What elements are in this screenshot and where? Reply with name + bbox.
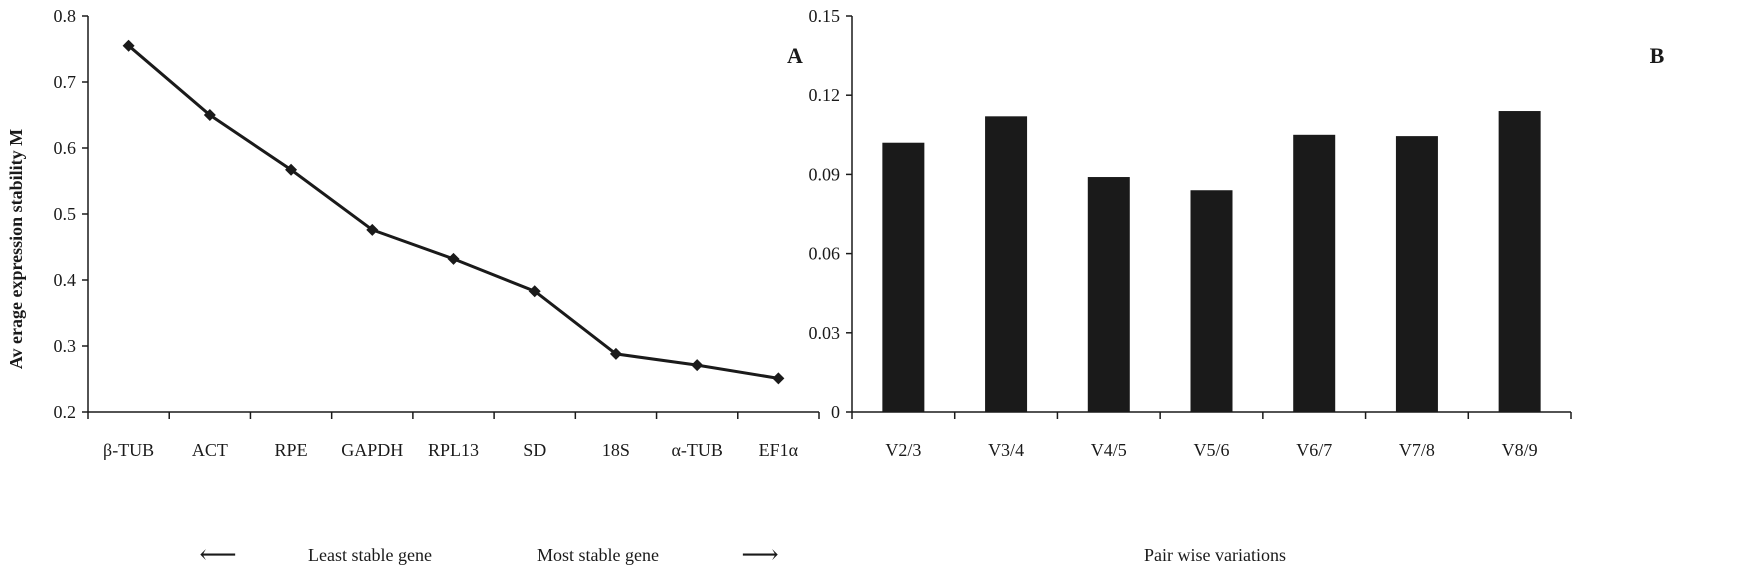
panel-a-label: A — [787, 43, 803, 68]
panel-a-x-tick-label: RPL13 — [428, 440, 479, 460]
panel-a-data-point — [366, 223, 379, 236]
panel-b-y-tick-label: 0.09 — [809, 164, 841, 184]
panel-a-data-point — [528, 285, 541, 298]
panel-b-bar — [1395, 136, 1438, 412]
panel-a-x-tick-label: EF1α — [759, 440, 799, 460]
panel-b-y-tick-label: 0 — [831, 402, 840, 422]
panel-a-y-tick-label: 0.7 — [54, 72, 77, 92]
panel-a-x-tick-label: 18S — [602, 440, 630, 460]
panel-a-y-tick-label: 0.2 — [54, 402, 77, 422]
panel-a-x-tick-label: β-TUB — [103, 440, 154, 460]
panel-b-y-tick-label: 0.06 — [809, 244, 841, 264]
panel-b-x-tick-label: V8/9 — [1502, 440, 1538, 460]
panel-b-label: B — [1650, 43, 1665, 68]
panel-a-axes — [87, 16, 819, 413]
panel-b-x-ticks: V2/3 V3/4 V4/5 V5/6 V6/7 V7/8 V8/9 — [851, 412, 1572, 460]
least-stable-gene-label: Least stable gene — [308, 545, 432, 565]
panel-b-bar — [1293, 134, 1336, 413]
panel-a-series — [122, 39, 785, 385]
panel-a-data-point — [122, 39, 135, 52]
panel-a-y-ticks: 0.2 0.3 0.4 0.5 0.6 0.7 0.8 — [54, 6, 88, 422]
panel-a-data-point — [203, 109, 216, 121]
panel-b-bars — [882, 111, 1541, 413]
panel-a-y-tick-label: 0.6 — [54, 138, 77, 158]
panel-a-x-tick-label: RPE — [275, 440, 308, 460]
panel-a-x-tick-label: α-TUB — [671, 440, 722, 460]
panel-b-bar — [1498, 111, 1541, 412]
panel-b-x-tick-label: V5/6 — [1194, 440, 1230, 460]
panel-a-data-point — [691, 359, 704, 372]
panel-a-y-axis-title: Av erage expression stability M — [6, 129, 26, 369]
panel-b-y-ticks: 0 0.03 0.06 0.09 0.12 0.15 — [809, 6, 852, 422]
right-arrow-icon: ⟶ — [741, 540, 778, 569]
bar-chart-panel-b: 0 0.03 0.06 0.09 0.12 0.15 V2/3 V3/4 V4/5 V5/6 V6… — [809, 6, 1665, 565]
panel-b-x-tick-label: V3/4 — [988, 440, 1024, 460]
panel-b-y-tick-label: 0.15 — [809, 6, 841, 26]
panel-a-data-point — [772, 372, 785, 385]
panel-a-data-point — [609, 347, 622, 360]
panel-a-y-tick-label: 0.4 — [54, 270, 77, 290]
panel-b-y-tick-label: 0.12 — [809, 85, 841, 105]
panel-a-x-tick-label: SD — [523, 440, 546, 460]
panel-a-x-tick-label: ACT — [192, 440, 228, 460]
panel-b-bar — [1087, 177, 1130, 412]
panel-a-data-point — [447, 252, 460, 265]
left-arrow-icon: ⟵ — [199, 540, 236, 569]
panel-a-x-tick-label: GAPDH — [341, 440, 403, 460]
panel-b-x-tick-label: V6/7 — [1296, 440, 1332, 460]
panel-a-data-point — [285, 163, 298, 176]
panel-b-bar — [985, 116, 1028, 412]
panel-b-bar — [882, 142, 925, 412]
panel-a-x-ticks: β-TUB ACT RPE GAPDH RPL13 SD 18S α-TUB EF1α — [87, 412, 820, 460]
line-chart-panel-a: 0.2 0.3 0.4 0.5 0.6 0.7 0.8 β-TUB ACT RPE GAPDH RP… — [6, 6, 820, 569]
panel-b-x-tick-label: V4/5 — [1091, 440, 1127, 460]
panel-b-x-axis-title: Pair wise variations — [1144, 545, 1286, 565]
panel-b-x-tick-label: V2/3 — [885, 440, 921, 460]
most-stable-gene-label: Most stable gene — [537, 545, 659, 565]
panel-b-bar — [1190, 190, 1233, 412]
panel-b-y-tick-label: 0.03 — [809, 323, 841, 343]
panel-a-y-tick-label: 0.8 — [54, 6, 77, 26]
panel-b-x-tick-label: V7/8 — [1399, 440, 1435, 460]
panel-a-y-tick-label: 0.5 — [54, 204, 77, 224]
panel-a-series-line — [127, 44, 779, 380]
panel-a-y-tick-label: 0.3 — [54, 336, 77, 356]
